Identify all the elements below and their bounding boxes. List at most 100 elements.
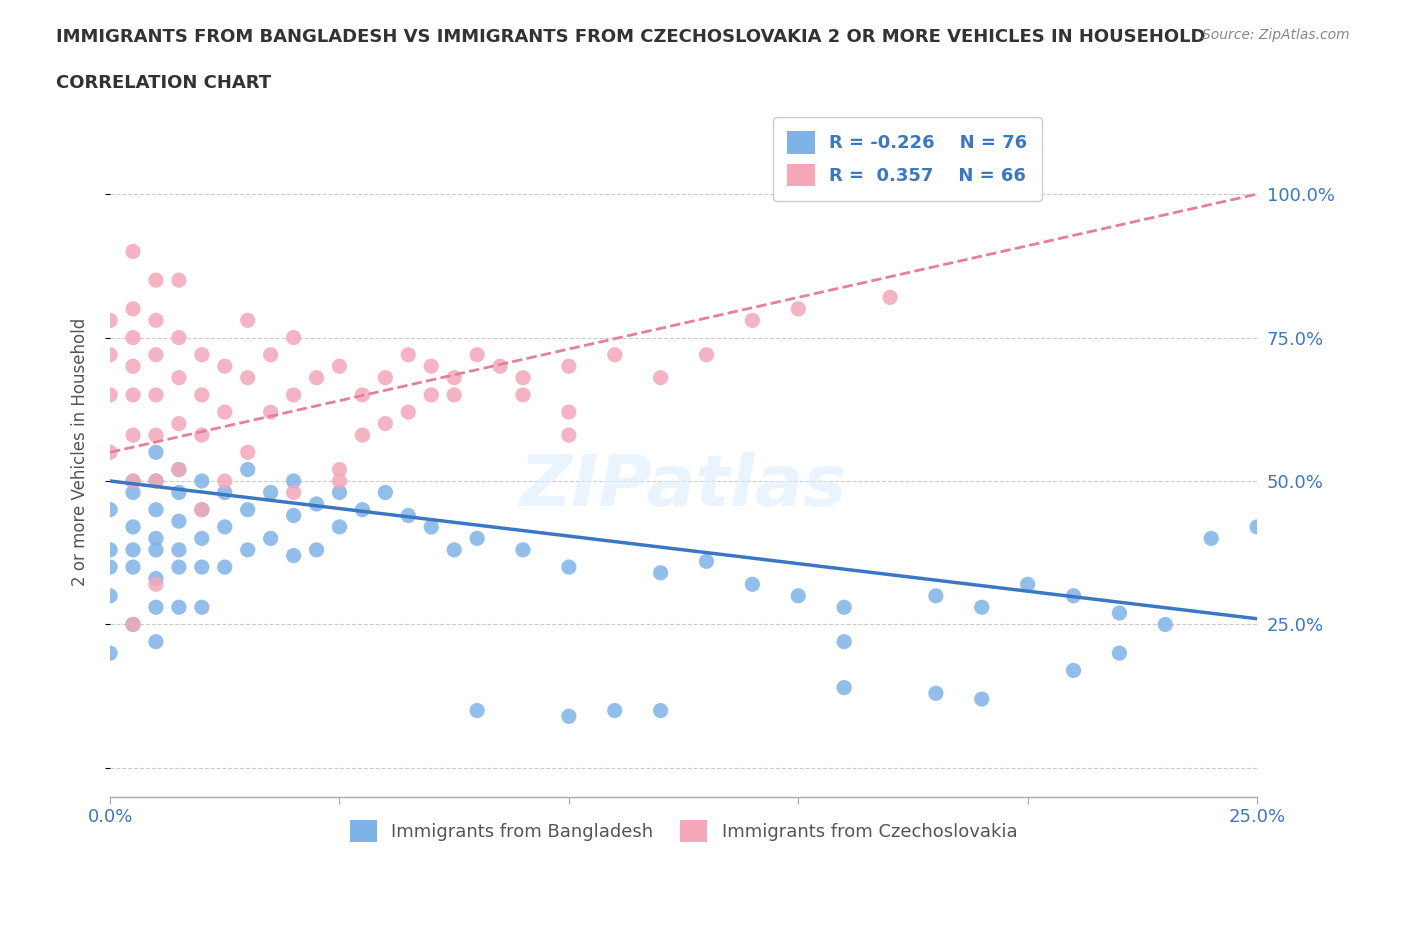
Point (603, 703, 626, 718)
Point (328, 485, 350, 500)
Point (191, 502, 214, 517)
Point (214, 359, 236, 374)
Point (328, 462, 350, 477)
Point (650, 703, 672, 718)
Point (1017, 577, 1039, 591)
Point (145, 347, 167, 362)
Point (558, 428, 581, 443)
Point (925, 686, 948, 701)
Point (236, 542, 259, 557)
Legend: Immigrants from Bangladesh, Immigrants from Czechoslovakia: Immigrants from Bangladesh, Immigrants f… (335, 805, 1032, 857)
Point (305, 370, 328, 385)
Point (145, 542, 167, 557)
Point (145, 531, 167, 546)
Point (214, 485, 236, 500)
Point (145, 577, 167, 591)
Point (98, 312, 121, 327)
Point (465, 347, 488, 362)
Point (1154, 617, 1177, 631)
Point (328, 359, 350, 374)
Point (741, 312, 763, 327)
Point (167, 330, 190, 345)
Point (167, 417, 190, 432)
Point (98, 560, 121, 575)
Point (167, 600, 190, 615)
Point (328, 473, 350, 488)
Point (879, 290, 901, 305)
Point (167, 272, 190, 287)
Point (741, 577, 763, 591)
Point (443, 370, 465, 385)
Point (650, 565, 672, 580)
Point (145, 634, 167, 649)
Point (167, 560, 190, 575)
Point (832, 634, 855, 649)
Point (420, 388, 443, 403)
Point (695, 554, 717, 569)
Point (558, 560, 581, 575)
Point (283, 485, 305, 500)
Point (259, 347, 281, 362)
Point (925, 589, 948, 604)
Point (465, 531, 488, 546)
Point (98, 347, 121, 362)
Point (443, 388, 465, 403)
Point (191, 428, 214, 443)
Point (98, 445, 121, 459)
Point (489, 359, 512, 374)
Point (145, 445, 167, 459)
Point (396, 508, 419, 523)
Point (145, 428, 167, 443)
Point (352, 388, 374, 403)
Point (145, 312, 167, 327)
Point (305, 542, 328, 557)
Point (1108, 605, 1130, 620)
Point (695, 347, 717, 362)
Point (558, 359, 581, 374)
Point (236, 312, 259, 327)
Point (145, 571, 167, 586)
Point (122, 244, 145, 259)
Point (98, 645, 121, 660)
Point (191, 560, 214, 575)
Point (374, 417, 396, 432)
Point (145, 388, 167, 403)
Point (512, 542, 534, 557)
Point (328, 520, 350, 535)
Point (305, 497, 328, 512)
Point (191, 502, 214, 517)
Point (191, 388, 214, 403)
Point (98, 502, 121, 517)
Point (352, 428, 374, 443)
Point (122, 301, 145, 316)
Point (122, 428, 145, 443)
Point (443, 542, 465, 557)
Text: Source: ZipAtlas.com: Source: ZipAtlas.com (1202, 28, 1350, 42)
Point (122, 542, 145, 557)
Point (787, 589, 810, 604)
Text: CORRELATION CHART: CORRELATION CHART (56, 74, 271, 92)
Point (122, 473, 145, 488)
Point (420, 520, 443, 535)
Point (420, 359, 443, 374)
Point (191, 531, 214, 546)
Point (167, 370, 190, 385)
Point (145, 502, 167, 517)
Point (352, 502, 374, 517)
Point (374, 370, 396, 385)
Point (970, 692, 993, 707)
Point (512, 388, 534, 403)
Point (259, 485, 281, 500)
Point (191, 347, 214, 362)
Point (650, 370, 672, 385)
Point (122, 485, 145, 500)
Point (283, 388, 305, 403)
Point (122, 359, 145, 374)
Point (603, 347, 626, 362)
Point (558, 405, 581, 419)
Point (145, 600, 167, 615)
Point (558, 709, 581, 724)
Text: IMMIGRANTS FROM BANGLADESH VS IMMIGRANTS FROM CZECHOSLOVAKIA 2 OR MORE VEHICLES : IMMIGRANTS FROM BANGLADESH VS IMMIGRANTS… (56, 28, 1206, 46)
Point (214, 520, 236, 535)
Point (396, 347, 419, 362)
